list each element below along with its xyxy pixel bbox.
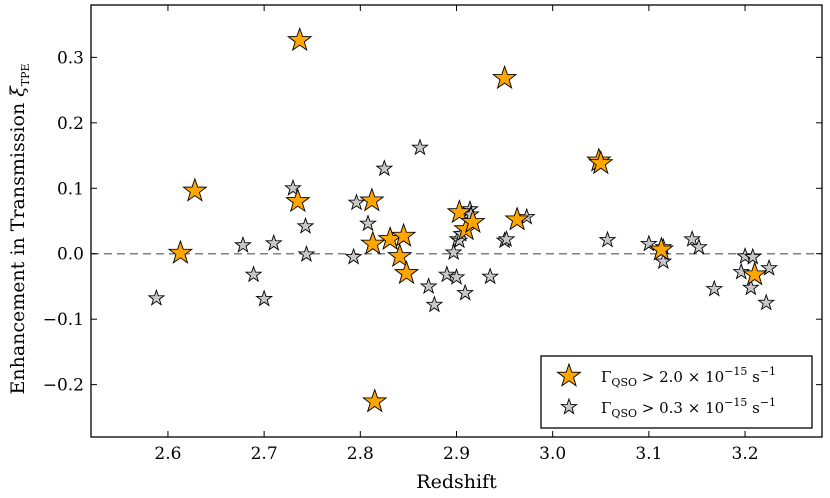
x-tick-label: 3.1 <box>635 444 662 464</box>
data-point-faint <box>757 293 776 311</box>
data-point-faint <box>375 159 394 177</box>
data-point-bright <box>390 222 417 247</box>
legend-label-faint: ΓQSO > 0.3 × 10−15 s−1 <box>601 396 776 420</box>
y-axis-title: Enhancement in Transmission ξTPE <box>7 63 32 394</box>
data-point-faint <box>689 237 708 255</box>
legend-label-unit: s <box>747 368 759 386</box>
legend-label-subscript: QSO <box>611 407 637 420</box>
data-point-bright <box>167 239 194 264</box>
y-tick-label: −0.2 <box>43 376 84 396</box>
data-point-faint <box>147 288 166 306</box>
x-tick-label: 2.8 <box>347 444 374 464</box>
data-point-bright <box>491 64 518 90</box>
data-point-bright <box>588 150 614 175</box>
data-point-faint <box>425 295 444 313</box>
legend-label-unit-exponent: −1 <box>760 365 776 378</box>
data-point-bright <box>648 236 675 261</box>
data-point-bright <box>377 225 403 251</box>
legend-label-symbol: Γ <box>601 399 611 417</box>
x-tick-label: 2.9 <box>443 444 470 464</box>
data-point-faint <box>284 178 302 196</box>
data-point-faint <box>683 229 702 247</box>
y-tick-label: 0.1 <box>57 179 84 199</box>
legend-label-symbol: Γ <box>601 368 611 386</box>
data-point-faint <box>732 262 751 280</box>
x-tick-label: 2.7 <box>251 444 278 464</box>
data-point-faint <box>705 279 724 297</box>
legend-box <box>540 355 813 429</box>
data-point-faint <box>347 193 366 211</box>
legend-label-exponent: −15 <box>724 365 747 378</box>
data-point-bright <box>285 187 311 213</box>
y-tick-label: 0.2 <box>57 114 84 134</box>
legend-label-subscript: QSO <box>611 376 637 389</box>
legend-marker-bright <box>556 362 582 387</box>
data-point-faint <box>447 267 466 285</box>
legend-label-unit: s <box>747 399 759 417</box>
data-point-bright <box>359 187 385 212</box>
data-point-faint <box>598 230 617 248</box>
data-point-bright <box>387 242 413 268</box>
data-point-bright <box>287 26 313 52</box>
data-point-faint <box>760 258 779 276</box>
data-points-layer <box>147 26 779 413</box>
data-point-faint <box>444 243 463 260</box>
data-point-faint <box>743 247 762 265</box>
data-point-bright <box>460 208 486 234</box>
data-point-faint <box>419 277 438 295</box>
data-point-bright <box>741 261 768 286</box>
legend-label-bright: ΓQSO > 2.0 × 10−15 s−1 <box>601 365 776 389</box>
data-point-faint <box>456 283 475 301</box>
data-point-bright <box>504 206 530 231</box>
data-point-bright <box>360 230 386 255</box>
data-point-faint <box>255 289 274 307</box>
data-point-bright <box>362 388 388 413</box>
data-point-faint <box>437 265 456 283</box>
data-point-faint <box>244 265 263 283</box>
x-tick-label: 3.0 <box>539 444 566 464</box>
x-axis-title: Redshift <box>416 471 497 493</box>
legend-label-value: > 2.0 × 10 <box>637 368 724 386</box>
data-point-faint <box>481 267 500 285</box>
data-point-faint <box>741 278 760 296</box>
y-axis-title-subscript: TPE <box>19 63 32 86</box>
data-point-faint <box>639 234 658 252</box>
data-point-bright <box>393 259 420 285</box>
data-point-bright <box>182 177 208 202</box>
legend-label-unit-exponent: −1 <box>760 396 776 409</box>
y-axis-title-main: Enhancement in Transmission <box>7 97 29 395</box>
y-tick-label: 0.3 <box>57 48 84 68</box>
y-tick-label: −0.1 <box>43 310 84 330</box>
legend-label-value: > 0.3 × 10 <box>637 399 724 417</box>
x-tick-label: 3.2 <box>732 444 759 464</box>
legend-label-exponent: −15 <box>724 396 747 409</box>
data-point-faint <box>264 233 283 251</box>
data-point-faint <box>654 252 673 270</box>
data-point-faint <box>297 245 316 262</box>
data-point-faint <box>497 229 516 247</box>
y-axis-title-symbol: ξ <box>7 85 29 97</box>
x-tick-label: 2.6 <box>154 444 181 464</box>
data-point-faint <box>234 235 252 253</box>
data-point-faint <box>359 214 377 232</box>
data-point-faint <box>411 138 429 156</box>
axis-ticks-layer: 2.6 2.7 2.8 2.9 3.0 3.1 3.2 −0.2 −0.1 0.0 0.1 0.2 0.… <box>43 5 822 464</box>
data-point-bright <box>446 199 473 224</box>
y-tick-label: 0.0 <box>57 245 84 265</box>
legend-marker-faint <box>560 397 578 415</box>
data-point-faint <box>344 247 363 265</box>
data-point-faint <box>296 216 315 234</box>
